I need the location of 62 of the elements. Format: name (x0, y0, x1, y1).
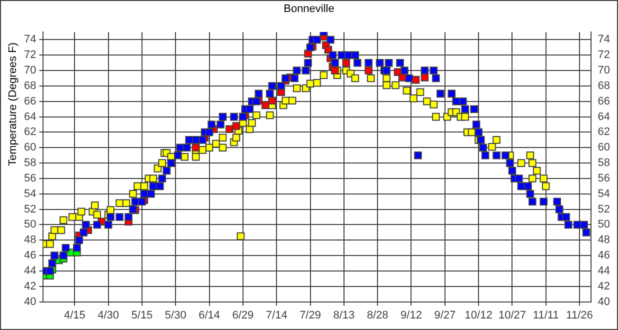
y-tick-label: 54 (24, 188, 36, 200)
y2-tick-label: 44 (598, 264, 610, 277)
y-axis-title: Temperature (Degrees F) (7, 42, 19, 166)
y2-tick-label: 66 (598, 95, 610, 108)
x-tick-label: 7/29 (300, 309, 321, 322)
y-tick-label: 56 (24, 172, 36, 184)
y-tick-label: 46 (24, 250, 36, 262)
y2-tick-label: 56 (598, 172, 610, 184)
y-tick-label: 74 (24, 34, 36, 46)
point (364, 66, 373, 74)
y-tick-label: 40 (24, 296, 36, 308)
y-tick-label: 64 (24, 110, 36, 123)
x-tick-label: 6/14 (198, 309, 220, 322)
y-tick-label: 44 (24, 264, 36, 277)
y2-tick-label: 46 (598, 250, 610, 262)
y-tick-label: 62 (24, 126, 36, 138)
y2-tick-label: 58 (598, 157, 610, 170)
y-tick-label: 52 (24, 203, 36, 216)
point (268, 96, 276, 104)
x-tick-label: 4/30 (98, 309, 120, 322)
y-tick-label: 60 (24, 142, 36, 154)
y2-tick-label: 50 (598, 218, 610, 231)
y-tick-label: 72 (24, 49, 36, 62)
x-tick-label: 5/15 (131, 309, 153, 322)
y-tick-label: 48 (24, 234, 36, 246)
x-tick-label: 7/14 (266, 309, 288, 322)
point (232, 122, 240, 130)
point (261, 101, 270, 110)
x-tick-label: 9/27 (434, 309, 456, 322)
y2-tick-label: 64 (598, 110, 610, 123)
x-tick-label: 8/13 (333, 309, 355, 322)
x-tick-label: 10/12 (464, 309, 492, 322)
point (342, 58, 350, 67)
point (331, 66, 339, 74)
y-tick-label: 70 (24, 64, 36, 77)
chart-title: Bonneville (282, 3, 336, 15)
y-tick-label: 58 (24, 157, 36, 170)
x-tick-label: 11/26 (566, 309, 593, 322)
y-tick-label: 50 (24, 218, 36, 231)
y2-tick-label: 54 (598, 188, 610, 200)
y2-tick-label: 60 (598, 142, 610, 154)
y-tick-label: 42 (24, 280, 36, 292)
x-tick-label: 10/27 (498, 309, 526, 322)
point (226, 125, 234, 134)
y2-tick-label: 42 (598, 280, 610, 292)
y2-tick-label: 70 (598, 64, 610, 77)
y2-tick-label: 52 (598, 203, 610, 216)
point (192, 144, 200, 152)
y2-tick-label: 62 (598, 126, 610, 138)
x-tick-label: 6/29 (232, 309, 254, 322)
y2-tick-label: 68 (598, 80, 610, 92)
y-tick-label: 68 (24, 80, 36, 92)
x-tick-label: 8/28 (366, 309, 388, 322)
x-tick-label: 11/11 (532, 309, 559, 322)
x-tick-label: 5/30 (164, 309, 186, 322)
y2-tick-label: 40 (598, 296, 610, 308)
y2-tick-label: 72 (598, 49, 610, 62)
x-tick-label: 4/15 (64, 309, 86, 322)
y2-tick-label: 48 (598, 234, 610, 246)
y-tick-label: 66 (24, 95, 36, 108)
x-tick-label: 9/12 (400, 309, 422, 322)
y2-tick-label: 74 (598, 34, 610, 46)
